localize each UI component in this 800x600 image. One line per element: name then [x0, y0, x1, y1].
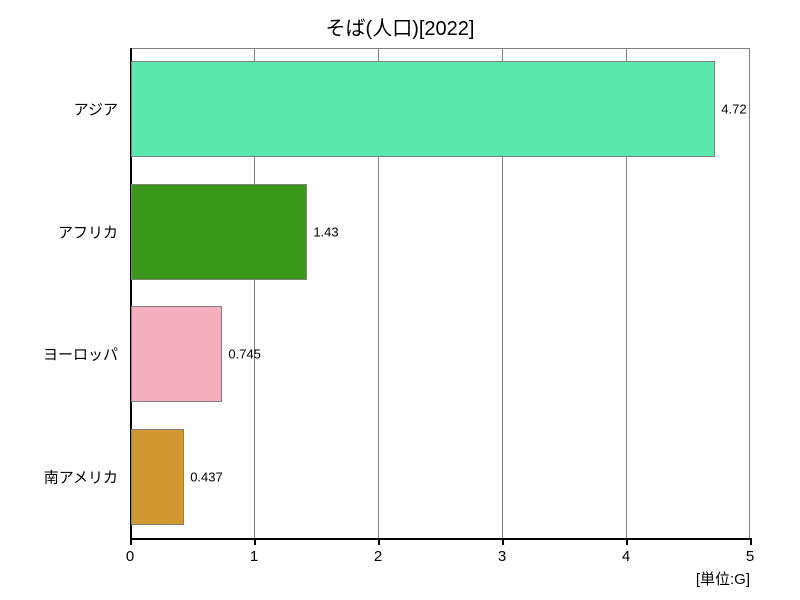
bar	[131, 184, 307, 280]
x-tick	[750, 538, 752, 545]
x-tick-label: 2	[374, 548, 382, 565]
bar	[131, 306, 222, 402]
y-category-label: 南アメリカ	[44, 466, 118, 487]
bar-value-label: 0.745	[228, 347, 261, 362]
x-tick-label: 0	[126, 548, 134, 565]
x-tick-label: 3	[498, 548, 506, 565]
y-category-label: アフリカ	[58, 221, 118, 242]
y-category-label: ヨーロッパ	[43, 344, 118, 365]
x-tick-label: 1	[250, 548, 258, 565]
x-tick-label: 4	[622, 548, 630, 565]
bar	[131, 429, 184, 525]
bar-value-label: 4.72	[721, 102, 746, 117]
x-axis-unit-label: [単位:G]	[696, 568, 750, 589]
bar	[131, 61, 715, 157]
bar-value-label: 1.43	[313, 224, 338, 239]
bar-value-label: 0.437	[190, 469, 223, 484]
x-axis	[130, 538, 750, 540]
chart-container: そば(人口)[2022] [単位:G] 0 1 2 3 4 5 アジア 4.72 アフリカ 1.4…	[0, 0, 800, 600]
chart-title: そば(人口)[2022]	[0, 12, 800, 41]
x-tick-label: 5	[746, 548, 754, 565]
y-category-label: アジア	[74, 99, 118, 120]
